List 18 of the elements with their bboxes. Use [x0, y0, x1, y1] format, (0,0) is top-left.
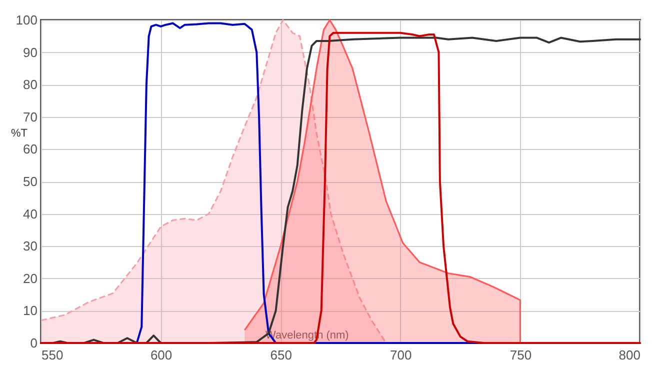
- y-tick-label: 40: [23, 206, 38, 222]
- x-tick-label: 550: [42, 348, 64, 362]
- x-tick-label: 600: [150, 348, 172, 362]
- x-tick-label: 700: [390, 348, 412, 362]
- y-axis-title: %T: [11, 128, 28, 140]
- y-tick-label: 0: [30, 336, 38, 350]
- x-tick-label: 650: [270, 348, 292, 362]
- y-tick-label: 20: [23, 270, 38, 286]
- x-tick-label: 800: [618, 348, 640, 362]
- y-tick-label: 70: [23, 109, 38, 124]
- y-tick-label: 30: [23, 238, 38, 254]
- y-tick-label: 50: [23, 174, 38, 189]
- y-tick-label: 60: [23, 142, 38, 157]
- y-tick-label: 90: [23, 44, 38, 60]
- y-tick-label: 10: [23, 303, 38, 318]
- y-tick-label: 80: [23, 77, 38, 92]
- y-tick-label: 100: [16, 12, 38, 28]
- x-tick-label: 750: [510, 348, 532, 362]
